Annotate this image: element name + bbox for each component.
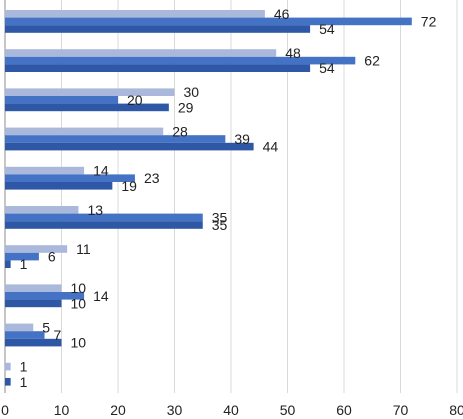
bar-group-4-series-2 — [5, 135, 226, 143]
data-label: 14 — [93, 288, 109, 304]
data-label: 1 — [20, 359, 28, 375]
data-label: 62 — [364, 53, 380, 69]
data-label: 54 — [319, 21, 335, 37]
data-label: 48 — [285, 45, 301, 61]
bar-group-3-series-1 — [5, 88, 175, 96]
x-tick-label: 60 — [336, 402, 352, 418]
bar-group-8-series-1 — [5, 284, 62, 292]
data-label: 72 — [421, 13, 437, 29]
data-label: 10 — [71, 335, 87, 351]
x-tick-label: 70 — [393, 402, 409, 418]
x-axis-ticks: 0 10 20 30 40 50 60 70 80 — [1, 402, 463, 418]
bar-group-8-series-2 — [5, 292, 85, 300]
bar-group-1-series-1 — [5, 10, 265, 18]
data-label: 7 — [54, 327, 62, 343]
bar-group-5-series-1 — [5, 166, 85, 175]
data-label: 35 — [212, 217, 228, 233]
x-tick-label: 40 — [223, 402, 239, 418]
data-label: 35 — [212, 209, 228, 225]
bar-group-7-series-1 — [5, 245, 68, 253]
bar-group-2-series-2 — [5, 56, 356, 65]
bar-group-6-series-1 — [5, 206, 79, 214]
bar-group-9-series-1 — [5, 323, 34, 332]
data-label: 30 — [184, 84, 200, 100]
bar-group-5-series-2 — [5, 174, 135, 182]
data-label: 13 — [87, 202, 103, 218]
bar-group-7-series-2 — [5, 252, 39, 261]
bar-group-6-series-3 — [5, 221, 203, 229]
data-label: 10 — [71, 280, 87, 296]
bar-group-3-series-3 — [5, 103, 169, 112]
data-label: 1 — [20, 256, 28, 272]
bar-group-6-series-2 — [5, 213, 203, 222]
bar-group-3-series-2 — [5, 96, 118, 104]
x-tick-label: 80 — [449, 402, 463, 418]
data-label: 54 — [319, 60, 335, 76]
bar-group-10-series-1 — [5, 362, 11, 371]
x-tick-label: 30 — [167, 402, 183, 418]
x-tick-label: 10 — [54, 402, 70, 418]
x-tick-label: 20 — [110, 402, 126, 418]
x-tick-label: 50 — [280, 402, 296, 418]
data-label: 11 — [76, 241, 91, 257]
data-label: 46 — [274, 6, 290, 22]
data-label: 20 — [127, 92, 143, 108]
data-label: 6 — [48, 249, 56, 265]
bar-group-1-series-2 — [5, 17, 412, 26]
data-label: 1 — [20, 374, 28, 390]
data-label: 23 — [144, 170, 160, 186]
data-label: 19 — [121, 178, 137, 194]
bar-group-2-series-1 — [5, 49, 277, 57]
bar-group-5-series-3 — [5, 182, 113, 190]
bar-group-4-series-3 — [5, 142, 254, 151]
data-label: 5 — [42, 319, 50, 335]
data-label: 28 — [172, 123, 188, 139]
data-label: 14 — [93, 163, 109, 179]
data-label: 10 — [71, 295, 87, 311]
x-tick-label: 0 — [1, 402, 9, 418]
data-label: 29 — [178, 99, 194, 115]
bar-group-9-series-2 — [5, 331, 45, 339]
bar-group-4-series-1 — [5, 127, 164, 136]
bar-group-8-series-3 — [5, 299, 62, 308]
bars — [5, 10, 412, 386]
bar-group-9-series-3 — [5, 338, 62, 347]
bar-group-7-series-3 — [5, 260, 11, 268]
bar-group-1-series-3 — [5, 25, 311, 33]
bar-group-10-series-3 — [5, 378, 11, 386]
data-label: 39 — [234, 131, 250, 147]
bar-group-2-series-3 — [5, 64, 311, 72]
data-label: 44 — [263, 139, 279, 155]
